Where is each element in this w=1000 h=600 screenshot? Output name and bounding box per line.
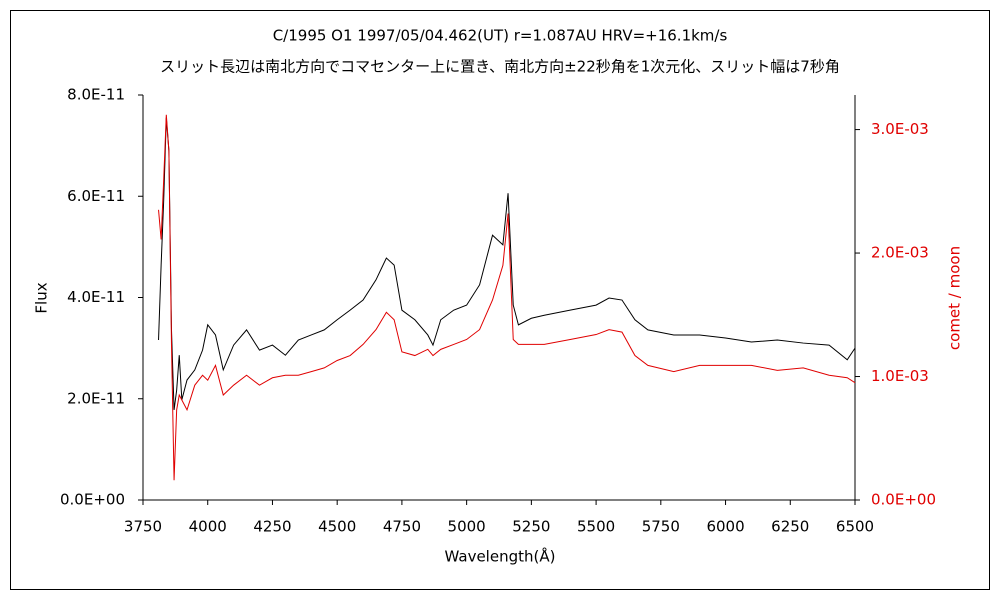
series-line	[158, 114, 856, 481]
x-tick-label: 4750	[383, 518, 421, 536]
y-axis-label: Flux	[33, 282, 51, 313]
x-tick-label: 3750	[124, 518, 162, 536]
chart-subtitle: スリット長辺は南北方向でコマセンター上に置き、南北方向±22秒角を1次元化、スリ…	[160, 58, 840, 76]
x-tick-label: 4000	[189, 518, 227, 536]
y2-tick-label: 2.0E-03	[871, 244, 929, 262]
y2-tick-label: 1.0E-03	[871, 367, 929, 385]
chart-title: C/1995 O1 1997/05/04.462(UT) r=1.087AU H…	[273, 27, 728, 45]
y-tick-label: 6.0E-11	[67, 187, 125, 205]
y2-tick-label: 0.0E+00	[871, 491, 936, 509]
x-axis-label: Wavelength(Å)	[445, 547, 556, 566]
x-tick-label: 5000	[448, 518, 486, 536]
y2-tick-label: 3.0E-03	[871, 120, 929, 138]
x-tick-label: 4500	[318, 518, 356, 536]
x-tick-label: 5250	[512, 518, 550, 536]
y2-axis-label: comet / moon	[946, 246, 964, 350]
y-tick-label: 2.0E-11	[67, 389, 125, 407]
x-tick-label: 6500	[836, 518, 874, 536]
y-tick-label: 0.0E+00	[60, 491, 125, 509]
y-tick-label: 8.0E-11	[67, 86, 125, 104]
series-line	[158, 117, 856, 410]
x-tick-label: 5750	[642, 518, 680, 536]
x-tick-label: 6250	[771, 518, 809, 536]
frame	[10, 10, 990, 590]
x-tick-label: 6000	[706, 518, 744, 536]
y-tick-label: 4.0E-11	[67, 288, 125, 306]
x-tick-label: 4250	[253, 518, 291, 536]
x-tick-label: 5500	[577, 518, 615, 536]
